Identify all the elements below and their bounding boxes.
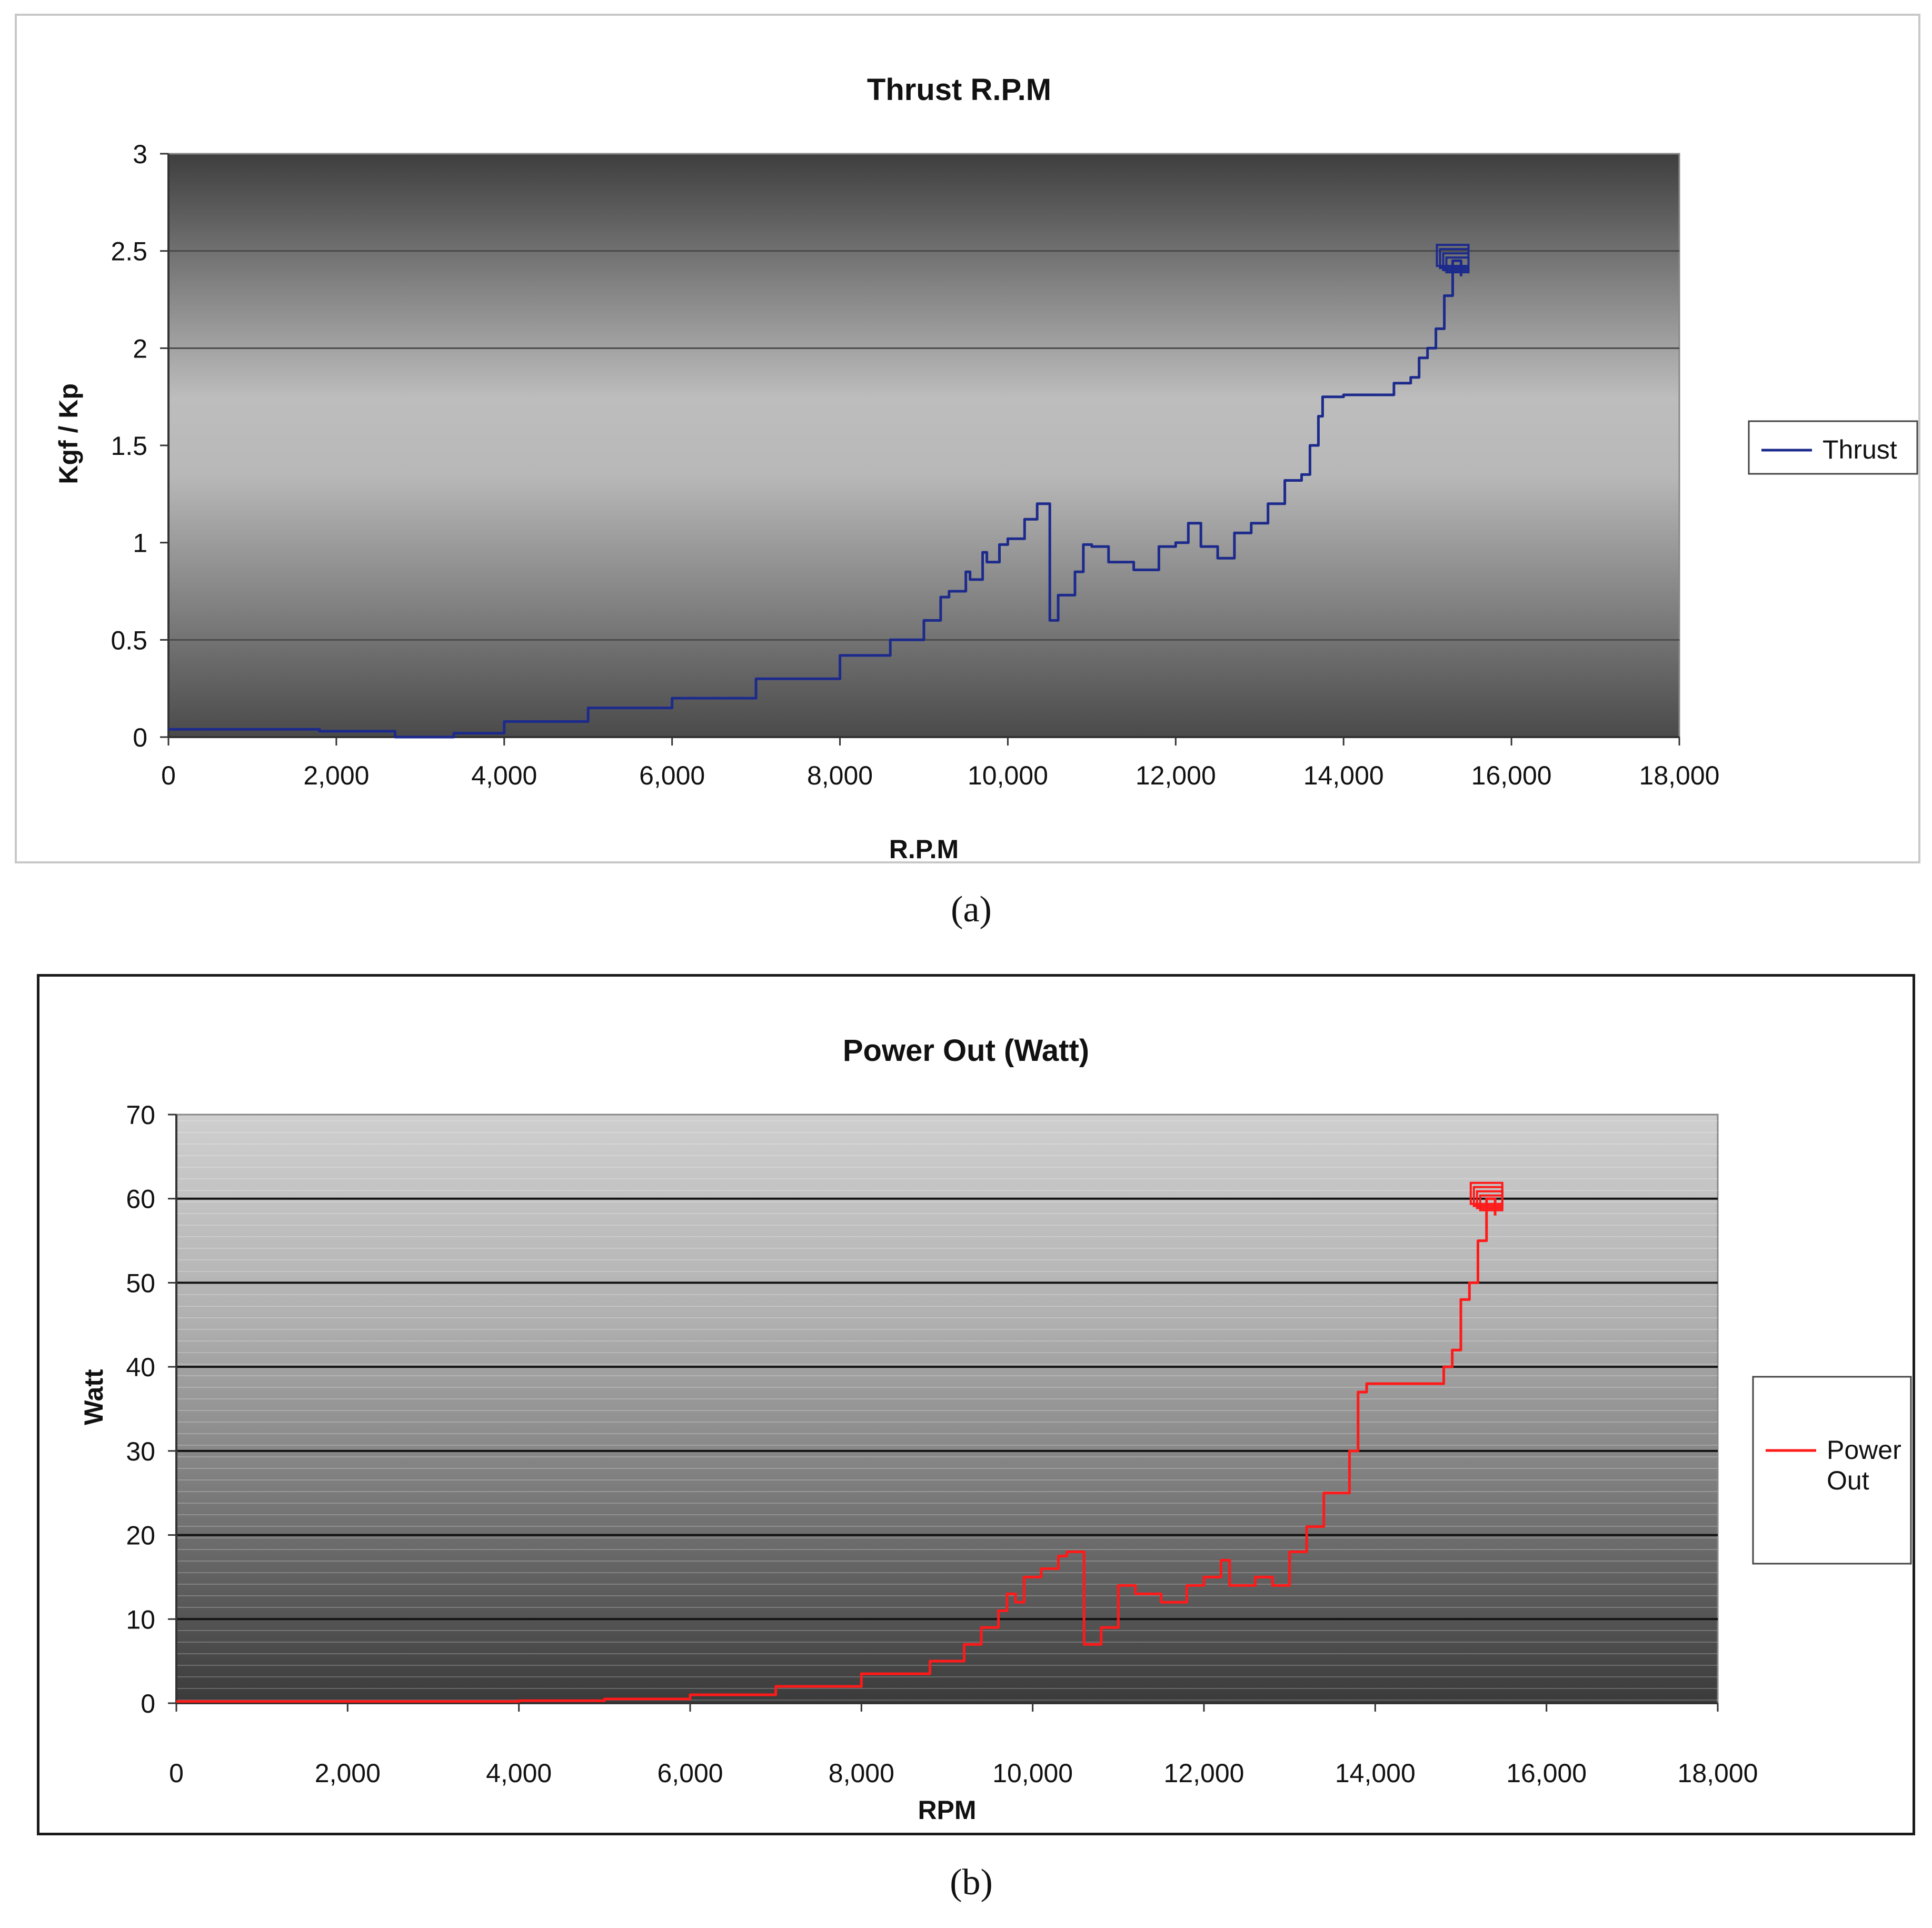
y-tick-label-2: 20 [126, 1521, 155, 1551]
y-tick-label-5: 50 [126, 1268, 155, 1298]
y-tick-label-1: 0.5 [111, 625, 147, 655]
panel-label-a: (a) [951, 889, 992, 930]
x-axis-label: R.P.M [889, 834, 959, 861]
x-tick-label-5: 10,000 [992, 1758, 1073, 1788]
x-tick-label-3: 6,000 [639, 761, 705, 790]
y-tick-label-3: 30 [126, 1437, 155, 1466]
x-tick-label-4: 8,000 [829, 1758, 894, 1788]
y-tick-label-4: 40 [126, 1353, 155, 1382]
fine-lines [176, 1120, 1718, 1701]
legend: Thrust [1748, 420, 1918, 475]
x-tick-label-5: 10,000 [968, 761, 1048, 790]
plot-area [167, 153, 1680, 738]
y-tick-label-0: 0 [133, 723, 147, 752]
x-tick-label-1: 2,000 [315, 1758, 381, 1788]
y-tick-label-0: 0 [141, 1689, 155, 1718]
x-tick-label-7: 14,000 [1303, 761, 1384, 790]
x-tick-label-6: 12,000 [1164, 1758, 1244, 1788]
y-tick-label-7: 70 [126, 1100, 155, 1130]
y-axis-label: Watt [79, 1369, 108, 1425]
legend-label-0: Power [1827, 1435, 1901, 1465]
y-tick-label-6: 60 [126, 1185, 155, 1214]
x-tick-label-4: 8,000 [807, 761, 873, 790]
x-tick-label-0: 0 [161, 761, 176, 790]
power-chart: 0 2,000 4,000 6,000 8,000 10,000 12,000 14,000 1… [79, 1033, 1912, 1825]
legend-label-1: Out [1827, 1466, 1869, 1495]
y-tick-label-3: 1.5 [111, 431, 147, 461]
x-tick-label-8: 16,000 [1471, 761, 1552, 790]
series-end-cluster [1469, 1181, 1503, 1211]
chart-panel-a: 0 2,000 4,000 6,000 8,000 10,000 12,000 14,000 1… [15, 14, 1920, 863]
chart-panel-b: 0 2,000 4,000 6,000 8,000 10,000 12,000 14,000 1… [37, 974, 1915, 1835]
x-tick-label-0: 0 [169, 1758, 184, 1788]
x-axis-label: RPM [918, 1795, 976, 1825]
y-tick-label-6: 3 [133, 140, 147, 169]
series-line-power-out [176, 1197, 1497, 1703]
x-tick-label-9: 18,000 [1678, 1758, 1758, 1788]
x-tick-label-2: 4,000 [471, 761, 537, 790]
y-tick-label-4: 2 [133, 334, 147, 363]
x-tick-label-9: 18,000 [1639, 761, 1720, 790]
x-tick-label-7: 14,000 [1335, 1758, 1416, 1788]
y-tick-label-5: 2.5 [111, 237, 147, 266]
x-tick-label-3: 6,000 [657, 1758, 723, 1788]
chart-title: Power Out (Watt) [843, 1033, 1089, 1068]
series-line-thrust [168, 259, 1462, 739]
legend-label-0: Thrust [1823, 435, 1897, 464]
y-tick-label-2: 1 [133, 529, 147, 558]
legend-box [1748, 420, 1918, 475]
x-tick-label-1: 2,000 [303, 761, 369, 790]
y-axis-label: Kgf / Kp [54, 383, 83, 484]
thrust-chart: 0 2,000 4,000 6,000 8,000 10,000 12,000 14,000 1… [54, 73, 1918, 861]
x-tick-label-6: 12,000 [1136, 761, 1216, 790]
series-end-cluster [1436, 244, 1470, 274]
chart-title: Thrust R.P.M [867, 73, 1051, 107]
y-tick-label-1: 10 [126, 1605, 155, 1634]
legend-box [1752, 1376, 1912, 1565]
x-tick-label-8: 16,000 [1506, 1758, 1587, 1788]
x-tick-label-2: 4,000 [486, 1758, 552, 1788]
panel-label-b: (b) [950, 1862, 993, 1903]
